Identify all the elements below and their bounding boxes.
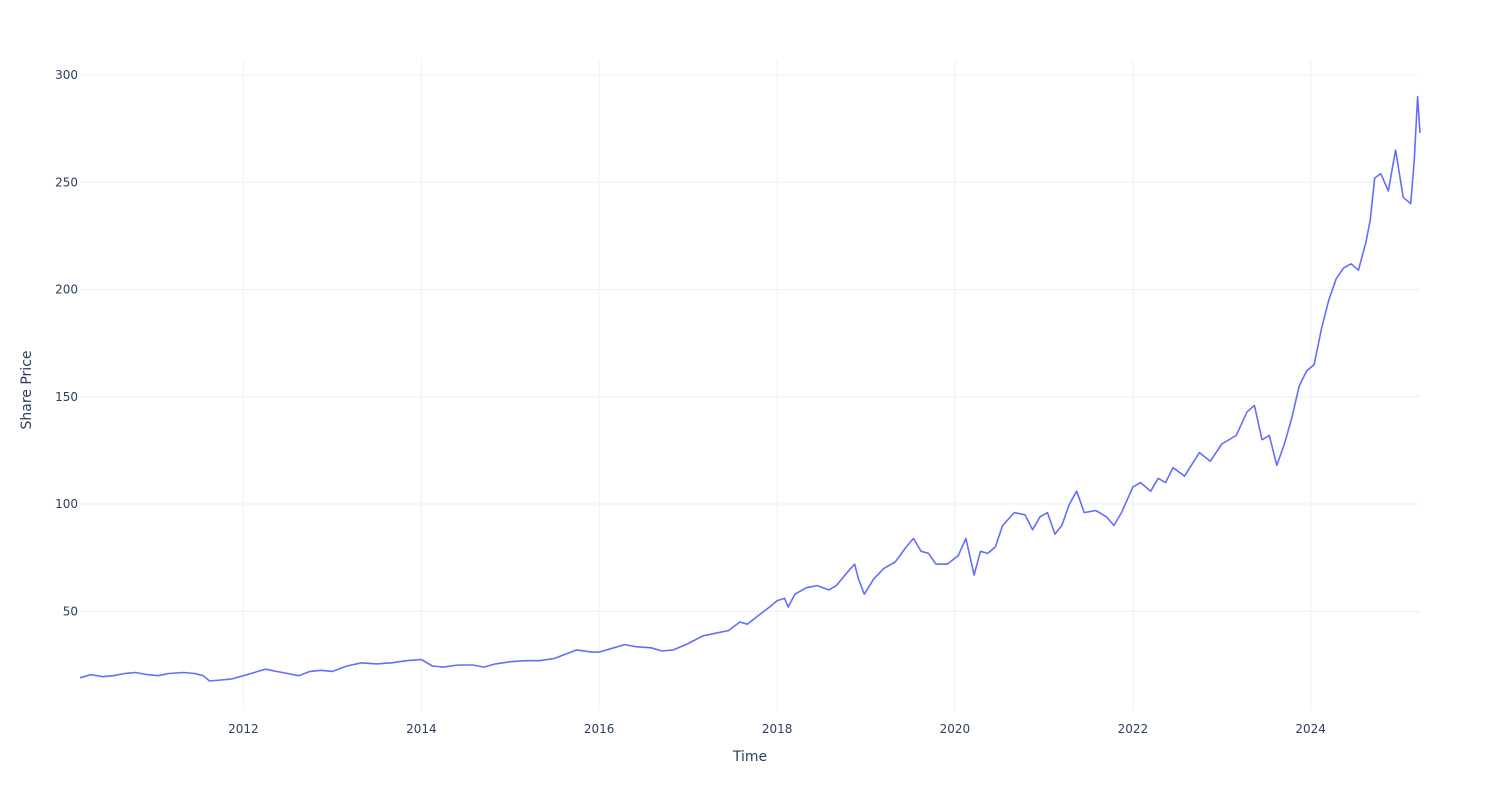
- x-axis-ticks: 2012 2014 2016 2018 2020 2022 2024: [228, 722, 1326, 736]
- x-tick-label: 2020: [940, 722, 971, 736]
- x-tick-label: 2014: [406, 722, 437, 736]
- y-tick-label: 200: [55, 283, 78, 297]
- x-tick-label: 2022: [1118, 722, 1149, 736]
- y-tick-label: 50: [63, 604, 78, 618]
- x-tick-label: 2016: [584, 722, 615, 736]
- x-axis-title: Time: [732, 749, 767, 765]
- y-tick-label: 300: [55, 68, 78, 82]
- y-tick-label: 250: [55, 175, 78, 189]
- y-axis-title: Share Price: [19, 350, 35, 429]
- x-tick-label: 2018: [762, 722, 793, 736]
- y-axis-ticks: 50 100 150 200 250 300: [55, 68, 78, 618]
- plot-area: [79, 95, 1421, 682]
- share-price-line: [79, 95, 1421, 682]
- y-tick-label: 150: [55, 390, 78, 404]
- y-tick-label: 100: [55, 497, 78, 511]
- x-tick-label: 2012: [228, 722, 259, 736]
- x-tick-label: 2024: [1295, 722, 1326, 736]
